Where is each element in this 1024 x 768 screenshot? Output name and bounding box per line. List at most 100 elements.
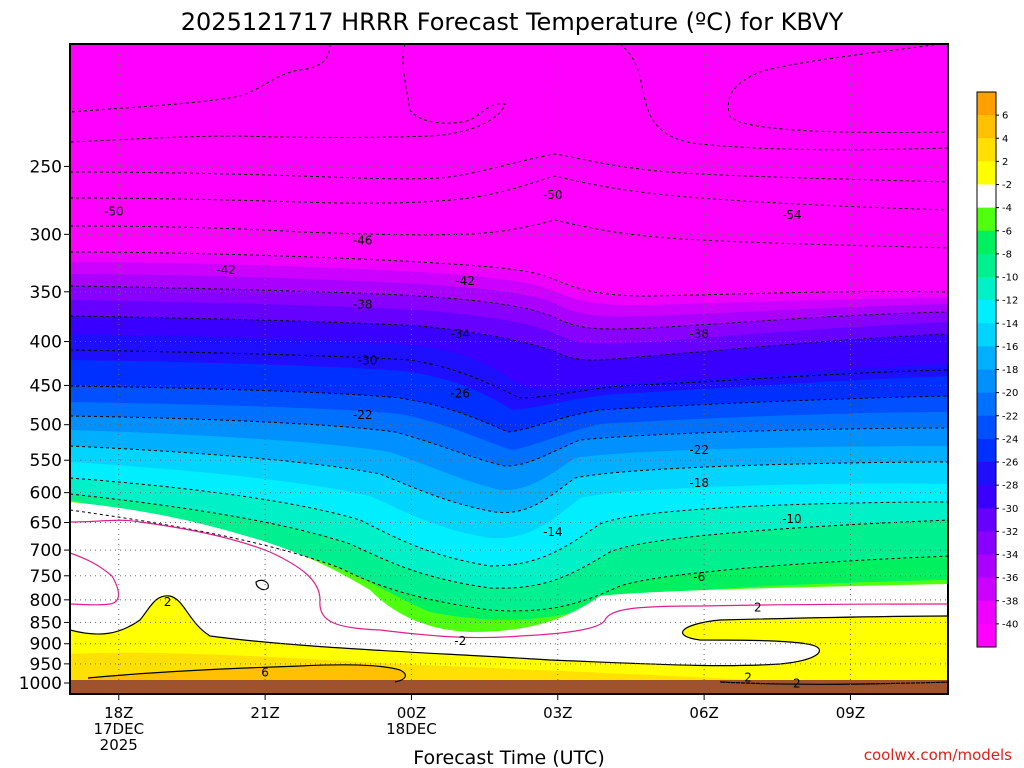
colorbar-swatch (977, 138, 996, 162)
plot-frame (69, 43, 949, 695)
contour-line (70, 509, 948, 612)
contour-line (70, 493, 948, 589)
contour-label: -42 (216, 263, 236, 277)
colorbar-label: -30 (1002, 504, 1018, 515)
warm-line (719, 681, 948, 685)
colorbar-label: -6 (1002, 226, 1012, 237)
contour-label: -46 (353, 234, 373, 248)
contour-label: -22 (689, 443, 709, 457)
colorbar-label: -4 (1002, 203, 1012, 214)
x-tick-label: 2025 (100, 736, 138, 754)
colorbar-swatch (977, 392, 996, 417)
grid-lines (70, 44, 948, 694)
contour-label: -42 (455, 274, 475, 288)
contour-label: 2 (164, 595, 172, 609)
x-tick-label: 21Z (250, 704, 279, 722)
y-tick-label: 400 (30, 333, 62, 353)
colorbar-label: -28 (1002, 481, 1018, 492)
y-tick-label: 600 (30, 484, 62, 504)
contour-label: -6 (693, 570, 705, 584)
colorbar-label: -34 (1002, 550, 1018, 561)
x-tick-label: 09Z (836, 704, 865, 722)
y-tick-label: 800 (30, 591, 62, 611)
colorbar-swatch (977, 577, 996, 602)
credit-text: coolwx.com/models (864, 746, 1012, 764)
chart-title: 2025121717 HRRR Forecast Temperature (ºC… (181, 8, 844, 36)
colorbar-swatch (977, 253, 996, 278)
colorbar-swatch (977, 115, 996, 139)
warm-line (70, 595, 948, 667)
colorbar-label: -38 (1002, 596, 1018, 607)
contour-line (70, 219, 948, 249)
contour-line (70, 415, 948, 467)
contour-label: -50 (543, 188, 563, 202)
y-tick-label: 1000 (19, 674, 62, 694)
y-axis: 2503003504004505005506006507007508008509… (19, 157, 70, 694)
contour-label: -38 (353, 297, 373, 311)
colorbar: -40 -38 -36 -34 -32 -30 -28 -2 6 -24 -22 -20 -18 -16 -… (976, 91, 1018, 648)
plot-area: -50-46-42-42-50-54-38-34 -38-30-26-22-22-… (70, 44, 948, 694)
colorbar-label: -40 (1002, 619, 1018, 630)
colorbar-label: -36 (1002, 573, 1018, 584)
colorbar-swatch (977, 415, 996, 440)
colorbar-label: -22 (1002, 411, 1018, 422)
contour-line (70, 251, 948, 297)
freezing-line (70, 519, 948, 639)
warm-contours (70, 579, 948, 685)
contour-label: -54 (782, 208, 802, 222)
contour-label: -2 (454, 634, 466, 648)
x-tick-label: 00Z (397, 704, 426, 722)
y-tick-label: 700 (30, 541, 62, 561)
contour-line (70, 175, 948, 211)
contour-label: -22 (353, 408, 373, 422)
colorbar-swatch (977, 207, 996, 232)
colorbar-label: -16 (1002, 342, 1018, 353)
contour-line (70, 477, 948, 567)
colorbar-swatch (977, 300, 996, 324)
colorbar-label: -24 (1002, 434, 1018, 445)
y-tick-label: 950 (30, 655, 62, 675)
contour-label: -10 (782, 512, 802, 526)
contour-line (70, 44, 506, 143)
contour-line (70, 445, 948, 514)
x-axis-label: Forecast Time (UTC) (413, 747, 604, 768)
colorbar-swatch (977, 554, 996, 579)
colorbar-swatch (977, 92, 996, 116)
contour-label: 2 (754, 601, 762, 615)
y-tick-label: 850 (30, 613, 62, 633)
colorbar-label: 2 (1002, 157, 1008, 168)
colorbar-label: -18 (1002, 365, 1018, 376)
y-tick-label: 250 (30, 157, 62, 177)
colorbar-label: -8 (1002, 249, 1012, 260)
colorbar-label: 6 (1002, 111, 1008, 122)
colorbar-swatch (977, 346, 996, 370)
colorbar-swatch (977, 323, 996, 347)
colorbar-label: -20 (1002, 388, 1018, 399)
y-tick-label: 900 (30, 635, 62, 655)
contour-label: -38 (689, 327, 709, 341)
colorbar-swatch (977, 438, 996, 463)
contour-line (70, 349, 948, 399)
warm-line (87, 664, 407, 683)
colorbar-swatch (977, 623, 996, 648)
x-tick-label: 06Z (689, 704, 718, 722)
warm-line (255, 579, 269, 591)
contour-line (70, 44, 331, 113)
colorbar-swatch (977, 485, 996, 509)
y-tick-label: 750 (30, 567, 62, 587)
contour-label: -26 (450, 387, 470, 401)
colorbar-label: -2 (1002, 180, 1012, 191)
x-tick-label: 18Z (104, 704, 133, 722)
x-tick-label: 17DEC (93, 720, 144, 738)
colorbar-swatch (977, 161, 996, 185)
colorbar-label: -32 (1002, 527, 1018, 538)
contour-label: 2 (793, 677, 801, 691)
colorbar-swatch (977, 369, 996, 394)
colorbar-swatch (977, 531, 996, 555)
y-tick-label: 650 (30, 513, 62, 533)
colorbar-swatch (977, 184, 996, 209)
contour-label: -14 (543, 525, 563, 539)
band-6-plus (88, 664, 406, 682)
y-tick-label: 450 (30, 376, 62, 396)
